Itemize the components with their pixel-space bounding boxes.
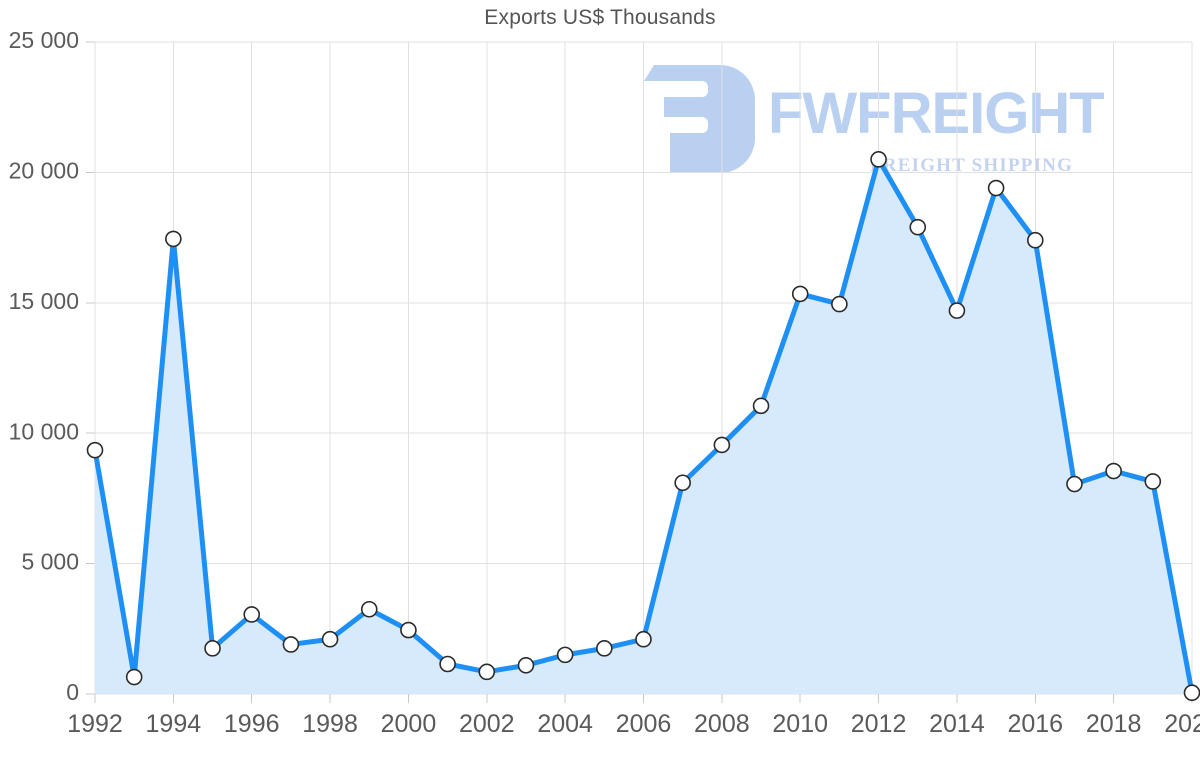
data-point-marker[interactable] (791, 285, 809, 303)
data-point-marker[interactable] (1183, 684, 1200, 701)
y-tick-label: 20 000 (9, 157, 79, 183)
y-tick-label: 25 000 (9, 27, 79, 53)
data-point-marker[interactable] (321, 630, 339, 648)
data-point-marker[interactable] (870, 151, 887, 168)
x-tick-label: 1994 (146, 710, 202, 738)
data-point-marker[interactable] (86, 441, 104, 459)
data-point-marker[interactable] (1105, 462, 1122, 480)
data-point-marker[interactable] (165, 230, 182, 248)
x-tick-label: 2014 (929, 710, 985, 738)
data-point-marker[interactable] (125, 668, 143, 686)
x-tick-label: 2000 (381, 710, 437, 738)
y-tick-label: 5 000 (21, 549, 79, 575)
data-point-marker[interactable] (360, 600, 378, 618)
data-point-marker[interactable] (596, 640, 613, 657)
y-tick-label: 10 000 (9, 418, 79, 444)
series-area-fill (95, 159, 1192, 695)
data-point-marker[interactable] (478, 663, 496, 681)
data-point-marker[interactable] (439, 655, 456, 673)
x-tick-label: 1996 (224, 710, 280, 738)
data-point-marker[interactable] (987, 179, 1005, 197)
x-tick-label: 2008 (694, 710, 750, 738)
data-point-marker[interactable] (1144, 473, 1162, 490)
data-point-marker[interactable] (713, 436, 731, 454)
data-point-marker[interactable] (243, 606, 261, 623)
x-tick-label: 2010 (772, 710, 828, 738)
x-tick-label: 2006 (616, 710, 672, 738)
x-axis-labels: 1992 1994 1996 1998 2000 2002 2004 2006 2008 2010… (67, 710, 1200, 738)
data-point-marker[interactable] (635, 630, 652, 648)
x-tick-label: 2004 (537, 710, 593, 738)
data-point-marker[interactable] (1026, 231, 1044, 249)
data-point-marker[interactable] (1066, 475, 1083, 493)
data-point-marker[interactable] (674, 474, 691, 492)
data-point-marker[interactable] (948, 302, 966, 319)
x-tick-label: 1998 (302, 710, 358, 738)
x-tick-label: 2002 (459, 710, 515, 738)
x-tick-label: 2018 (1086, 710, 1142, 738)
data-point-marker[interactable] (282, 636, 300, 653)
x-tick-label: 2012 (851, 710, 907, 738)
chart-title: Exports US$ Thousands (484, 6, 716, 29)
data-point-marker[interactable] (204, 640, 221, 657)
x-tick-label: 2020 (1164, 710, 1200, 738)
data-point-marker[interactable] (752, 397, 770, 415)
data-point-marker[interactable] (909, 218, 927, 236)
data-point-marker[interactable] (400, 621, 417, 639)
y-axis-labels: 0 5 000 10 000 15 000 20 000 25 000 (9, 27, 79, 705)
y-tick-label: 15 000 (9, 288, 79, 314)
data-point-marker[interactable] (831, 295, 848, 313)
x-tick-label: 1992 (67, 710, 123, 738)
data-point-marker[interactable] (517, 657, 535, 674)
y-tick-label: 0 (66, 679, 79, 705)
x-tick-label: 2016 (1007, 710, 1063, 738)
series-markers[interactable] (86, 151, 1200, 701)
data-point-marker[interactable] (556, 646, 574, 664)
